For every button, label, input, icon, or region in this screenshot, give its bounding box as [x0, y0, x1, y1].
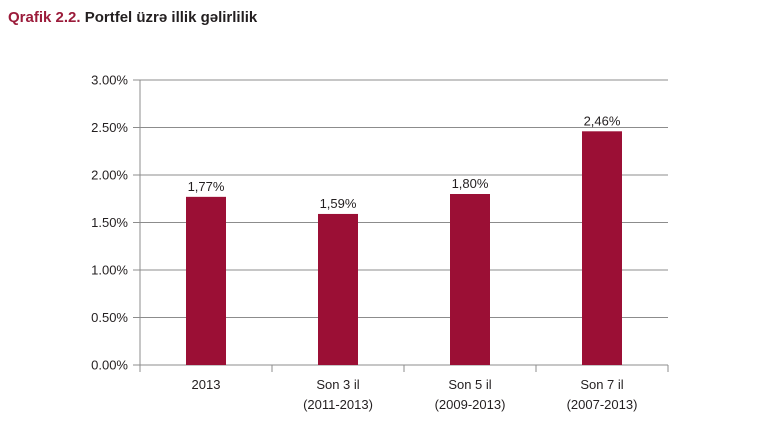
x-category-label: 2013: [192, 377, 221, 392]
bar: [186, 196, 226, 365]
y-tick-label: 0.50%: [91, 310, 128, 325]
chart-title-text: Portfel üzrə illik gəlirlilik: [84, 9, 258, 26]
x-category-label: Son 7 il: [580, 377, 623, 392]
data-label: 1,59%: [320, 196, 357, 211]
y-tick-label: 2.00%: [91, 168, 128, 183]
y-tick-label: 0.00%: [91, 358, 128, 373]
y-tick-label: 1.00%: [91, 263, 128, 278]
y-tick-label: 1.50%: [91, 215, 128, 230]
x-category-label: (2011-2013): [303, 397, 373, 412]
x-category-label: (2009-2013): [435, 397, 506, 412]
chart-title-prefix: Qrafik 2.2.: [8, 9, 81, 26]
x-category-label: Son 3 il: [316, 377, 359, 392]
chart-title: Qrafik 2.2. Portfel üzrə illik gəlirlili…: [8, 9, 257, 26]
bar: [582, 131, 622, 365]
data-label: 1,77%: [188, 179, 225, 194]
x-category-label: (2007-2013): [567, 397, 638, 412]
data-label: 1,80%: [452, 176, 489, 191]
y-tick-label: 3.00%: [91, 73, 128, 88]
x-category-label: Son 5 il: [448, 377, 491, 392]
y-tick-label: 2.50%: [91, 120, 128, 135]
data-label: 2,46%: [584, 113, 621, 128]
bar: [318, 213, 358, 365]
bar: [450, 194, 490, 365]
